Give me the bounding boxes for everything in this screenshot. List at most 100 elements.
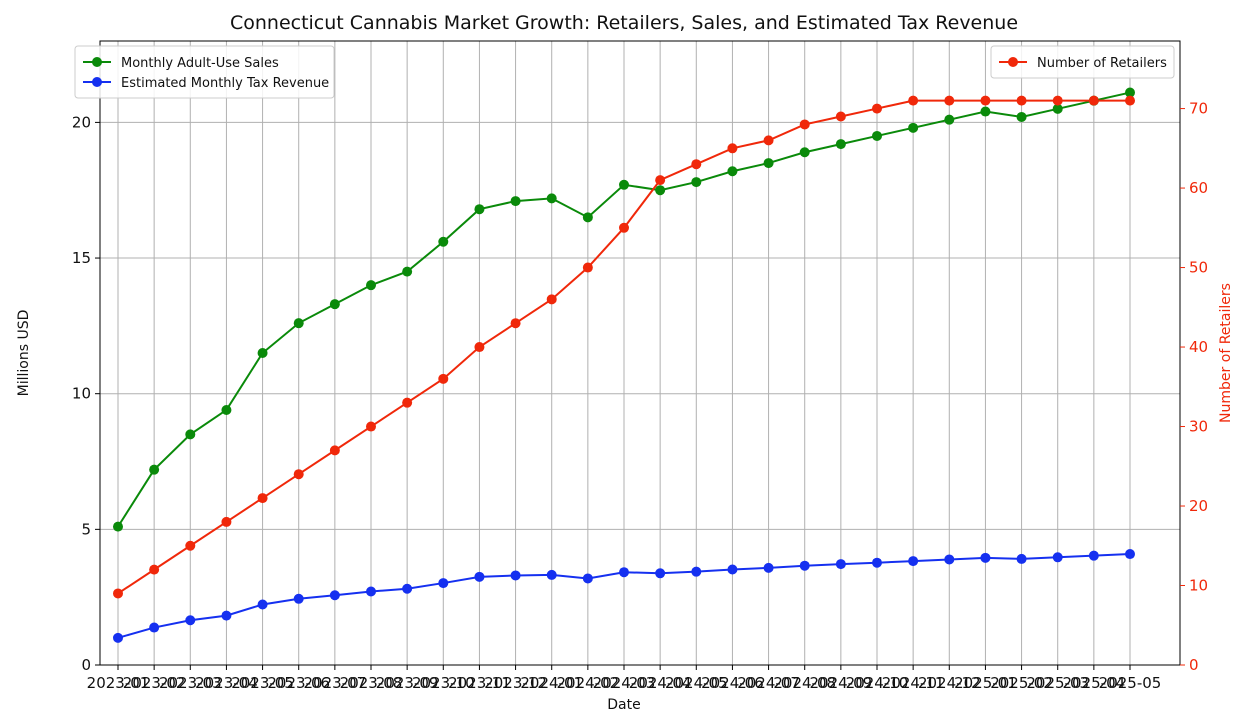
data-point [980,552,991,563]
left-axis-label: Millions USD [16,310,32,397]
data-point [293,593,304,604]
data-point [908,556,919,567]
data-point [1016,111,1027,122]
left-tick-label: 15 [72,249,91,267]
data-point [257,599,268,610]
legend-swatch-marker [92,57,102,67]
data-point [691,177,702,188]
legend-entry: Number of Retailers [1037,56,1167,71]
data-point [1125,549,1135,560]
data-point [980,106,991,117]
data-point [113,588,123,599]
data-point [908,122,919,133]
x-tick-label: 2023-11 [448,674,511,692]
right-tick-label: 20 [1189,497,1208,515]
data-point [582,262,593,273]
x-tick-label: 2023-05 [231,674,294,692]
legend-left: Monthly Adult-Use Sales Estimated Monthly… [74,45,335,99]
data-point [113,632,123,643]
data-point [691,566,702,577]
data-point [438,373,449,384]
data-point [691,159,702,170]
data-point [655,175,666,186]
right-axis: 0 10 20 30 40 50 60 70 [1180,100,1208,674]
plot-frame [99,40,1181,666]
x-axis-label: Date [607,697,640,713]
data-point [185,540,196,551]
x-tick-label: 2024-12 [918,674,981,692]
data-point [402,266,413,277]
data-point [185,615,196,626]
x-tick-label: 2025-05 [1099,674,1162,692]
x-tick-label: 2024-05 [665,674,728,692]
data-point [474,204,485,215]
right-tick-label: 0 [1189,656,1199,674]
data-point [763,135,774,146]
data-point [1088,95,1099,106]
x-tick-label: 2023-03 [159,674,222,692]
x-tick-label: 2023-10 [412,674,475,692]
data-point [944,95,955,106]
data-point [221,610,232,621]
x-tick-label: 2023-06 [267,674,330,692]
data-point [113,521,123,532]
data-point [619,179,629,190]
data-point [619,567,629,578]
data-point [1125,95,1135,106]
data-point [257,348,268,358]
x-tick-label: 2023-04 [195,674,258,692]
x-tick-label: 2023-12 [484,674,547,692]
left-tick-label: 5 [81,520,91,538]
right-tick-label: 30 [1189,418,1208,436]
data-point [366,421,376,432]
data-point [799,147,810,158]
data-point [582,212,593,223]
data-point [1088,550,1099,561]
data-point [293,469,304,480]
legend-box [74,45,335,99]
x-tick-label: 2024-07 [737,674,800,692]
data-point [655,185,666,196]
data-point [1052,95,1063,106]
data-point [438,578,449,589]
data-point [149,464,160,475]
data-point [438,236,449,247]
data-point [1052,103,1063,114]
x-tick-label: 2024-03 [593,674,656,692]
left-tick-label: 10 [72,385,91,403]
left-tick-label: 0 [81,656,91,674]
data-point [1016,553,1027,564]
x-tick-label: 2024-08 [773,674,836,692]
x-axis: 2023-012023-022023-032023-042023-052023-… [87,665,1162,692]
x-tick-label: 2025-01 [954,674,1017,692]
data-point [799,560,810,571]
data-point [510,318,521,329]
data-point [619,222,629,233]
x-tick-label: 2023-02 [123,674,186,692]
data-point [510,570,521,581]
data-point [872,557,882,568]
data-point [582,573,593,584]
data-point [402,397,413,408]
data-point [257,493,268,504]
data-point [763,158,774,169]
x-tick-label: 2023-09 [376,674,439,692]
legend-swatch-marker [1008,57,1018,67]
data-point [1125,87,1135,98]
data-point [329,299,340,310]
data-point [546,294,557,305]
data-point [221,516,232,527]
legend-entry: Monthly Adult-Use Sales [121,56,279,71]
data-point [799,119,810,130]
legend-entry: Estimated Monthly Tax Revenue [121,76,329,91]
x-tick-label: 2025-02 [990,674,1053,692]
right-tick-label: 60 [1189,179,1208,197]
x-tick-label: 2024-01 [520,674,583,692]
data-point [149,564,160,575]
data-point [835,111,846,122]
data-point [149,622,160,633]
data-point [727,143,738,154]
data-point [329,445,340,456]
data-point [872,103,882,114]
data-point [908,95,919,106]
